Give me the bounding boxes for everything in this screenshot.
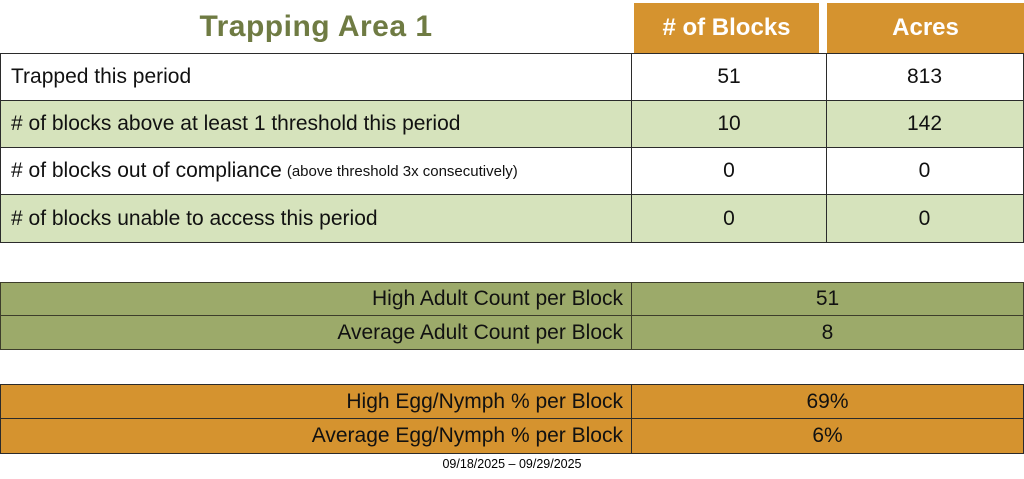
blocks-value: 0 (632, 195, 827, 242)
summary-row: Average Egg/Nymph % per Block 6% (0, 419, 1024, 453)
acres-value: 0 (918, 206, 931, 230)
summary-row: Average Adult Count per Block 8 (0, 316, 1024, 349)
summary-label: High Adult Count per Block (1, 283, 632, 315)
report-date-range: 09/18/2025 – 09/29/2025 (442, 457, 582, 471)
acres-value: 142 (906, 112, 943, 135)
summary-label: Average Egg/Nymph % per Block (1, 419, 632, 453)
column-header-blocks: # of Blocks (634, 3, 819, 53)
row-label: Trapped this period (1, 54, 632, 100)
table-row: Trapped this period 51 813 (1, 54, 1023, 101)
blocks-value: 51 (632, 54, 827, 100)
row-label-text: # of blocks unable to access this period (11, 206, 378, 230)
column-header-acres: Acres (827, 3, 1024, 53)
summary-row: High Adult Count per Block 51 (0, 283, 1024, 316)
acres-value: 0 (918, 159, 931, 182)
table-row: # of blocks unable to access this period… (1, 195, 1023, 242)
main-table: Trapped this period 51 813 # of blocks a… (0, 53, 1024, 243)
summary-label: Average Adult Count per Block (1, 316, 632, 349)
summary-value: 6% (812, 424, 843, 447)
row-label-text: # of blocks above at least 1 threshold t… (11, 112, 461, 135)
summary-value: 69% (806, 389, 849, 413)
summary-value: 51 (815, 287, 840, 310)
row-label: # of blocks unable to access this period (1, 195, 632, 242)
summary-value: 8 (821, 320, 834, 344)
row-label: # of blocks out of compliance (above thr… (1, 148, 632, 194)
table-row: # of blocks above at least 1 threshold t… (1, 101, 1023, 148)
summary-row: High Egg/Nymph % per Block 69% (0, 385, 1024, 419)
table-row: # of blocks out of compliance (above thr… (1, 148, 1023, 195)
row-label-text: # of blocks out of compliance (11, 159, 282, 182)
adult-count-section: High Adult Count per Block 51 Average Ad… (0, 282, 1024, 350)
blocks-value: 0 (632, 148, 827, 194)
summary-label: High Egg/Nymph % per Block (1, 385, 632, 418)
row-label-note: (above threshold 3x consecutively) (286, 162, 518, 180)
egg-nymph-section: High Egg/Nymph % per Block 69% Average E… (0, 384, 1024, 454)
acres-value: 813 (906, 65, 943, 88)
page-title: Trapping Area 1 (199, 9, 433, 43)
blocks-value: 10 (632, 101, 827, 147)
row-label-text: Trapped this period (11, 65, 192, 88)
row-label: # of blocks above at least 1 threshold t… (1, 101, 632, 147)
